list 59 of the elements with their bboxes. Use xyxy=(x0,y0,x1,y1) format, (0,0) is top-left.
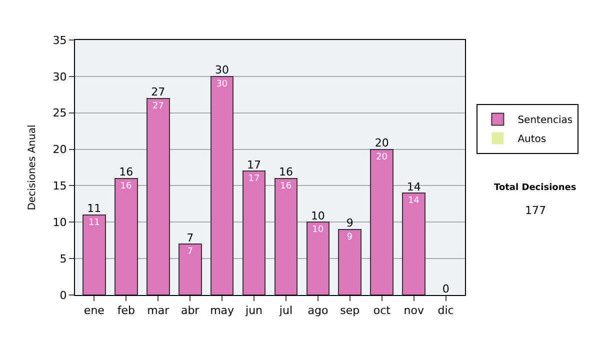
x-tick-label: jun xyxy=(244,304,263,318)
text: 177 xyxy=(525,204,546,217)
data-label: 20 xyxy=(376,152,388,162)
total-label: 17 xyxy=(247,158,262,172)
y-tick-label: 10 xyxy=(52,216,67,229)
bar xyxy=(210,76,234,295)
bar xyxy=(338,228,362,295)
x-tick-label: ago xyxy=(308,304,328,318)
y-axis-title: Decisiones Anual xyxy=(26,124,38,210)
bar xyxy=(178,244,202,295)
x-tick-label: ene xyxy=(84,304,105,318)
data-label: 7 xyxy=(187,247,193,257)
data-label: 11 xyxy=(88,218,100,228)
y-tick-label: 0 xyxy=(60,288,67,302)
total-label: 14 xyxy=(406,180,421,194)
x-tick-label: feb xyxy=(117,304,135,318)
x-tick-label: jul xyxy=(278,304,293,318)
y-tick-label: 5 xyxy=(60,252,67,266)
x-tick-label: may xyxy=(210,304,235,318)
total-label: 16 xyxy=(119,166,134,179)
data-label: 14 xyxy=(408,196,420,206)
y-tick-label: 35 xyxy=(52,34,67,47)
x-tick-label: sep xyxy=(340,304,360,318)
bar xyxy=(242,170,266,295)
bar xyxy=(402,192,426,295)
total-label: 11 xyxy=(87,202,102,216)
total-label: 10 xyxy=(310,209,325,222)
x-tick-label: dic xyxy=(438,304,454,318)
total-label: 16 xyxy=(278,166,293,179)
data-label: 30 xyxy=(216,79,228,90)
bar xyxy=(274,178,298,295)
legend-label: Sentencias xyxy=(518,115,573,126)
total-label: 20 xyxy=(374,136,389,150)
data-label: 17 xyxy=(248,174,260,184)
x-tick-label: abr xyxy=(180,304,200,318)
x-tick-label: oct xyxy=(373,304,392,318)
bar xyxy=(306,222,330,295)
data-label: 16 xyxy=(120,181,132,192)
y-tick-label: 25 xyxy=(52,106,67,120)
total-label: 30 xyxy=(215,64,230,77)
total-label: 0 xyxy=(442,282,450,296)
data-label: 27 xyxy=(152,101,164,112)
bar xyxy=(114,178,138,295)
data-label: 10 xyxy=(312,225,324,236)
total-label: 7 xyxy=(186,231,194,244)
total-label: 9 xyxy=(346,216,354,230)
legend-label: Autos xyxy=(518,134,546,146)
total-label: 27 xyxy=(151,86,166,99)
y-tick-label: 30 xyxy=(52,70,67,84)
x-tick-label: mar xyxy=(147,304,170,318)
data-label: 16 xyxy=(280,181,292,192)
y-tick-label: 20 xyxy=(52,143,67,156)
bar xyxy=(82,214,106,295)
x-tick-label: nov xyxy=(404,304,424,318)
bar xyxy=(370,148,394,295)
data-label: 9 xyxy=(346,232,353,242)
bar xyxy=(146,98,170,295)
y-tick-label: 15 xyxy=(52,180,67,193)
text: Total Decisiones xyxy=(494,183,576,193)
